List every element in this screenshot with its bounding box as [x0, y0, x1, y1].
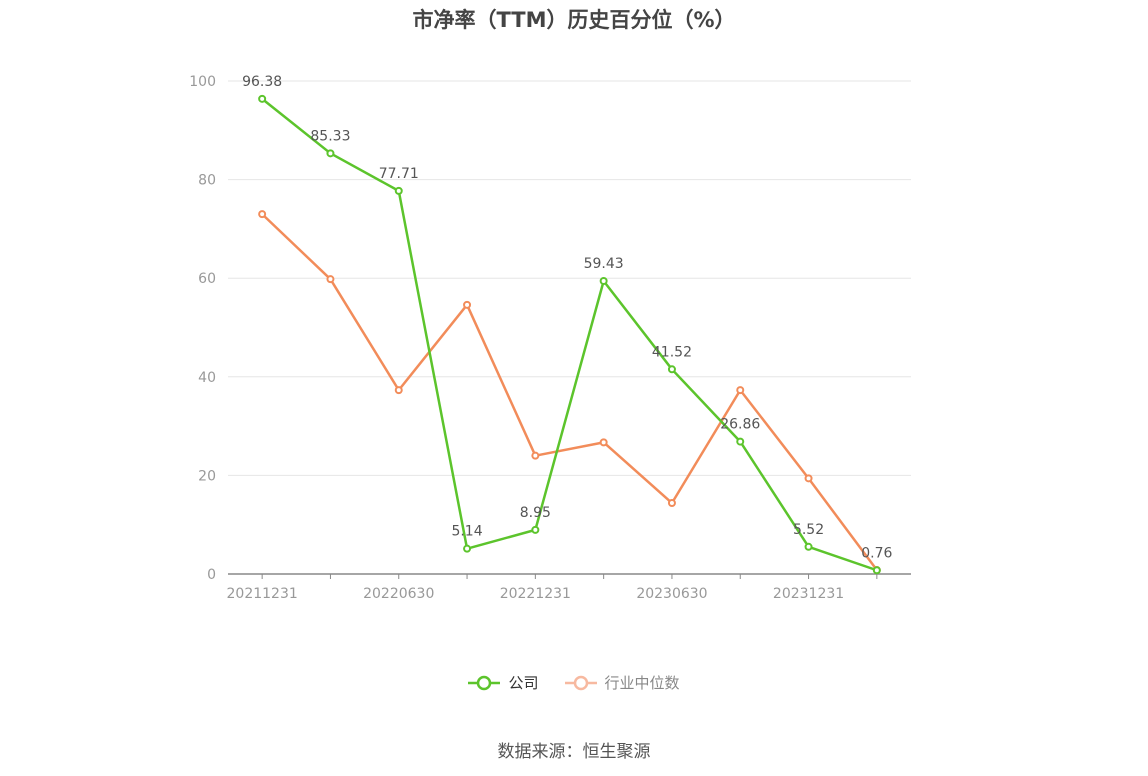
data-source: 数据来源：恒生聚源	[497, 742, 651, 762]
series-group	[258, 94, 881, 575]
series-point[interactable]	[394, 386, 403, 395]
x-tick-label: 20230630	[636, 586, 707, 602]
series-line-1	[261, 213, 878, 571]
series-point[interactable]	[736, 437, 745, 446]
y-tick-label: 0	[207, 567, 216, 583]
series-point[interactable]	[326, 275, 335, 284]
legend-item-company[interactable]: 公司	[468, 672, 539, 693]
legend: 公司 行业中位数	[0, 672, 1148, 693]
series-point[interactable]	[667, 499, 676, 508]
y-tick-label: 100	[189, 74, 216, 90]
data-label: 5.14	[451, 524, 482, 540]
data-label: 0.76	[861, 545, 892, 561]
data-label: 96.38	[242, 74, 282, 90]
series-point[interactable]	[736, 386, 745, 395]
series-point[interactable]	[599, 438, 608, 447]
data-label: 8.95	[520, 505, 551, 521]
y-tick-label: 80	[198, 173, 216, 189]
legend-line-circle-icon	[468, 675, 501, 690]
series-point[interactable]	[258, 210, 267, 219]
series-point[interactable]	[804, 542, 813, 551]
y-tick-label: 40	[198, 370, 216, 386]
data-label: 5.52	[793, 522, 824, 538]
data-labels: 96.38 85.33 77.71 5.14 8.95 59.43 41.52 26.86 5.…	[242, 74, 892, 561]
chart-title: 市净率（TTM）历史百分位（%）	[412, 8, 736, 32]
legend-item-industry-median[interactable]: 行业中位数	[564, 672, 680, 693]
gridlines	[228, 80, 911, 476]
series-line-0	[261, 97, 878, 572]
series-point[interactable]	[667, 365, 676, 374]
x-tick-label: 20221231	[500, 586, 571, 602]
series-point[interactable]	[258, 94, 267, 103]
series-point[interactable]	[531, 525, 540, 534]
x-tick-label: 20231231	[773, 586, 844, 602]
data-label: 59.43	[584, 256, 624, 272]
series-point[interactable]	[394, 186, 403, 195]
data-label: 77.71	[379, 166, 419, 182]
series-point[interactable]	[531, 451, 540, 460]
legend-line-circle-icon	[564, 675, 597, 690]
y-tick-label: 20	[198, 468, 216, 484]
x-axis: 20211231 20220630 20221231 20230630 20231231	[227, 573, 911, 602]
data-label: 85.33	[310, 128, 350, 144]
x-tick-label: 20211231	[227, 586, 298, 602]
series-point[interactable]	[872, 566, 881, 575]
y-tick-label: 60	[198, 271, 216, 287]
x-tick-label: 20220630	[363, 586, 434, 602]
legend-label-industry-median: 行业中位数	[604, 674, 680, 692]
y-axis: 0 20 40 60 80 100	[189, 74, 216, 583]
series-point[interactable]	[326, 149, 335, 158]
legend-label-company: 公司	[508, 674, 539, 692]
series-point[interactable]	[463, 300, 472, 309]
data-label: 41.52	[652, 344, 692, 360]
series-point[interactable]	[463, 544, 472, 553]
series-point[interactable]	[804, 474, 813, 483]
series-point[interactable]	[599, 277, 608, 286]
data-label: 26.86	[720, 417, 760, 433]
